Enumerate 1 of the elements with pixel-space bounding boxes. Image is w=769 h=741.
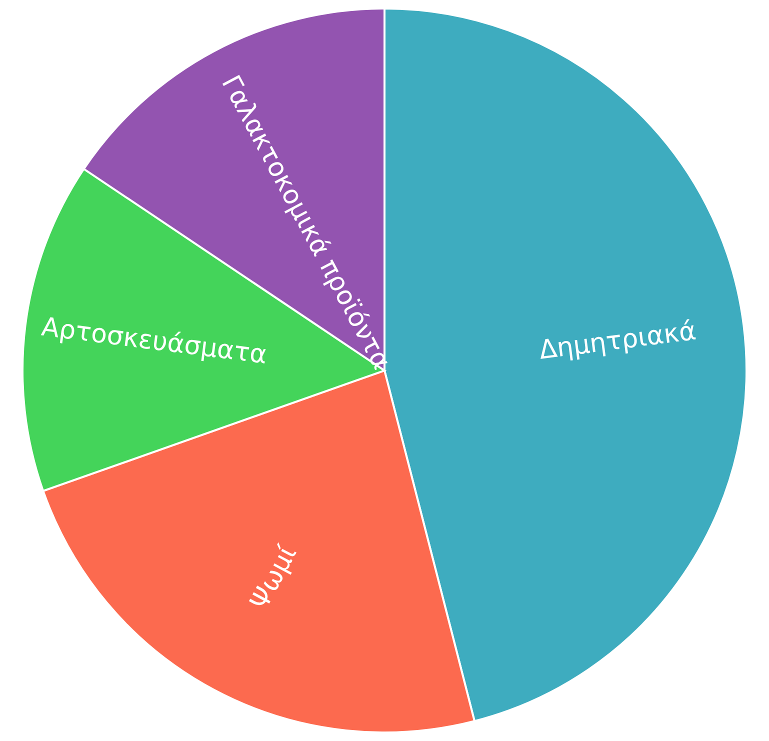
slice-label: Δημητριακά — [537, 316, 698, 366]
